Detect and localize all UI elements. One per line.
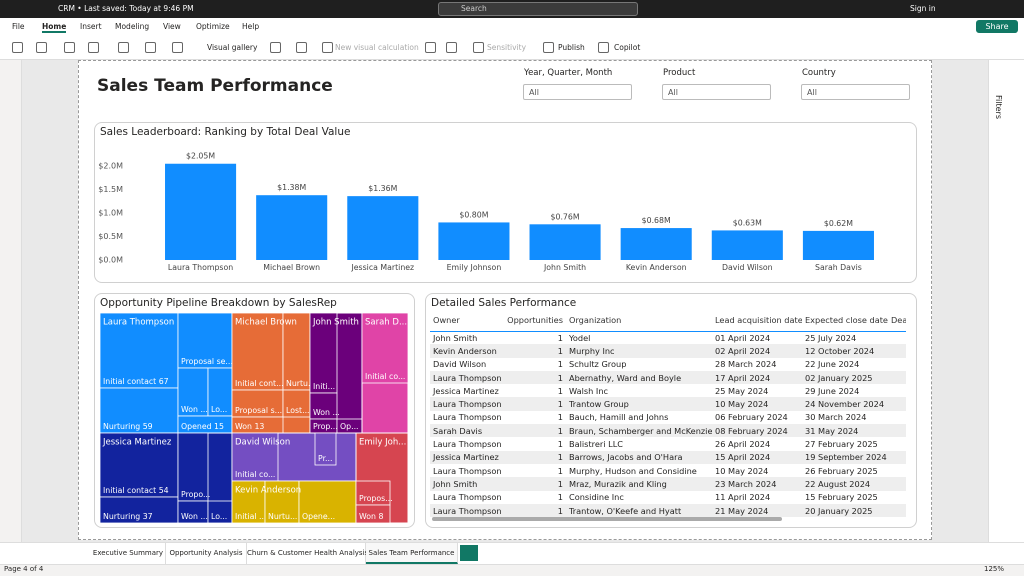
data-label: $2.05M: [186, 152, 215, 161]
tile-label: Prop...: [313, 422, 338, 431]
group-label: Sarah D...: [365, 318, 407, 328]
group-label: Michael Brown: [235, 318, 297, 328]
tile-label: Nurturing 37: [103, 512, 153, 521]
tile-label: Lo...: [211, 405, 227, 414]
tile-label: Initial co...: [365, 372, 405, 381]
group-label: Laura Thompson: [103, 318, 174, 328]
tile-label: Initial ...: [235, 512, 267, 521]
tile-label: Lost...: [286, 406, 310, 415]
zoom-level: 125%: [984, 565, 1004, 573]
tile-label: Lo...: [211, 512, 227, 521]
y-tick-label: $2.0M: [98, 162, 123, 171]
tile-label: Propos...: [359, 494, 393, 503]
tile-label: Won ...: [181, 405, 208, 414]
status-bar: [0, 564, 1024, 576]
x-tick-label: David Wilson: [722, 263, 773, 272]
data-label: $0.76M: [551, 212, 580, 221]
tile-label: Won 8: [359, 512, 383, 521]
tile-label: Propo...: [181, 490, 210, 499]
group-label: Emily Joh...: [359, 438, 406, 448]
y-tick-label: $1.0M: [98, 209, 123, 218]
bar: [712, 230, 783, 260]
x-tick-label: Laura Thompson: [168, 263, 233, 272]
tile-label: Op...: [340, 422, 359, 431]
tile-label: Won ...: [313, 408, 340, 417]
bar: [530, 224, 601, 260]
y-tick-label: $0.0M: [98, 256, 123, 265]
tile-label: Pr...: [318, 454, 333, 463]
tile-label: Initial contact 54: [103, 486, 169, 495]
bar: [256, 195, 327, 260]
tile-label: Initi...: [313, 382, 335, 391]
tile-label: Won ...: [181, 512, 208, 521]
tile-label: Initial co...: [235, 470, 275, 479]
page-tab[interactable]: Churn & Customer Health Analysis: [247, 543, 366, 564]
page-indicator: Page 4 of 4: [4, 565, 43, 573]
data-label: $0.62M: [824, 219, 853, 228]
data-label: $0.63M: [733, 218, 762, 227]
add-page[interactable]: [460, 545, 478, 561]
bar: [803, 231, 874, 260]
data-label: $1.36M: [368, 184, 397, 193]
page-tab[interactable]: Executive Summary: [91, 543, 166, 564]
data-label: $0.68M: [642, 216, 671, 225]
x-tick-label: Kevin Anderson: [626, 263, 687, 272]
tile-label: Nurturing 59: [103, 422, 153, 431]
tile-label: Initial cont...: [235, 379, 284, 388]
x-tick-label: Sarah Davis: [815, 263, 862, 272]
data-label: $0.80M: [459, 210, 488, 219]
page-tab[interactable]: Opportunity Analysis: [166, 543, 247, 564]
x-tick-label: Michael Brown: [263, 263, 320, 272]
x-tick-label: Emily Johnson: [447, 263, 502, 272]
bar: [438, 222, 509, 260]
bar: [621, 228, 692, 260]
tile-label: Proposal se...: [181, 357, 233, 366]
group-label: David Wilson: [235, 438, 290, 448]
page-tab[interactable]: Sales Team Performance: [366, 543, 458, 564]
tile-label: Won 13: [235, 422, 264, 431]
x-tick-label: Jessica Martinez: [350, 263, 414, 272]
data-label: $1.38M: [277, 183, 306, 192]
bar: [165, 164, 236, 260]
group-label: Kevin Anderson: [235, 486, 301, 496]
tile-label: Nurtu...: [268, 512, 297, 521]
tile-label: Initial contact 67: [103, 377, 169, 386]
y-tick-label: $1.5M: [98, 185, 123, 194]
tile-label: Proposal s...: [235, 406, 282, 415]
group-label: John Smith: [312, 318, 359, 328]
y-tick-label: $0.5M: [98, 232, 123, 241]
group-label: Jessica Martinez: [102, 438, 172, 448]
tile-label: Opene...: [302, 512, 335, 521]
tile-label: Opened 15: [181, 422, 224, 431]
x-tick-label: John Smith: [543, 263, 586, 272]
bar: [347, 196, 418, 260]
